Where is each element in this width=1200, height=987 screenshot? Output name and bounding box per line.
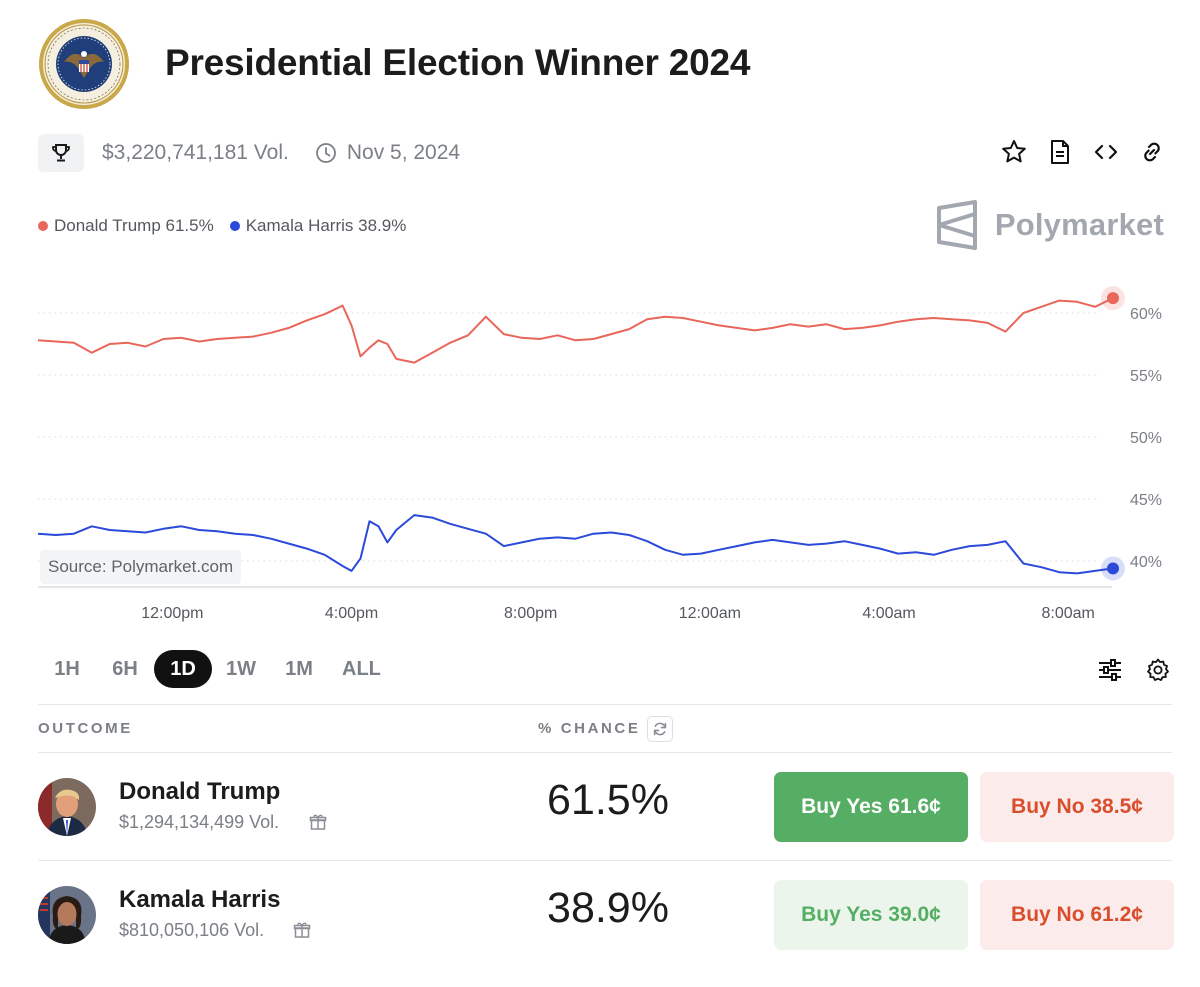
outcome-row-trump[interactable]: Donald Trump $1,294,134,499 Vol. 61.5% B… (38, 754, 1174, 860)
chart-legend: Donald Trump 61.5% Kamala Harris 38.9% (38, 216, 406, 236)
outcome-volume: $1,294,134,499 Vol. (119, 812, 280, 832)
legend-item-trump: Donald Trump 61.5% (38, 216, 214, 236)
price-chart: 60%55%50%45%40% 12:00pm 4:00pm 8:00pm 12:00… (37, 286, 1162, 622)
trophy-badge[interactable] (38, 134, 84, 172)
link-icon[interactable] (1138, 138, 1166, 166)
x-tick-label: 4:00am (862, 605, 915, 622)
chance-column-header: % CHANCE (538, 720, 641, 737)
outcome-chance: 61.5% (547, 776, 669, 824)
x-axis-ticks: 12:00pm 4:00pm 8:00pm 12:00am 4:00am 8:00am (141, 605, 1095, 622)
presidential-seal-icon (39, 19, 129, 109)
series-line (37, 297, 1114, 364)
time-range-tabs: 1H 6H 1D 1W 1M ALL (38, 650, 395, 688)
outcome-chance: 38.9% (547, 884, 669, 932)
outcome-row-harris[interactable]: Kamala Harris $810,050,106 Vol. 38.9% Bu… (38, 862, 1174, 968)
y-tick-label: 60% (1130, 306, 1162, 323)
sliders-icon[interactable] (1096, 656, 1124, 684)
document-icon[interactable] (1046, 138, 1074, 166)
end-date: Nov 5, 2024 (346, 141, 461, 164)
x-tick-label: 4:00pm (325, 605, 378, 622)
series-end-halo (1101, 286, 1125, 311)
divider (38, 752, 1172, 753)
tab-6h[interactable]: 6H (112, 657, 138, 680)
buy-yes-button[interactable]: Buy Yes 39.0¢ (774, 880, 968, 950)
divider (38, 704, 1172, 705)
x-tick-label: 12:00pm (141, 605, 203, 622)
clock-icon (315, 142, 337, 164)
star-icon[interactable] (1000, 138, 1028, 166)
gear-icon[interactable] (1144, 656, 1172, 684)
avatar (38, 778, 96, 836)
tab-1w[interactable]: 1W (226, 657, 256, 680)
total-volume: $3,220,741,181 Vol. (102, 141, 289, 164)
y-tick-label: 40% (1130, 554, 1162, 571)
buy-no-button[interactable]: Buy No 61.2¢ (980, 880, 1174, 950)
gift-icon[interactable] (290, 918, 314, 942)
tab-1m[interactable]: 1M (285, 657, 313, 680)
code-icon[interactable] (1092, 138, 1120, 166)
legend-item-harris: Kamala Harris 38.9% (229, 216, 407, 236)
chart-source: Source: Polymarket.com (40, 550, 242, 584)
divider (38, 860, 1172, 861)
series-end-halo (1101, 556, 1125, 581)
gift-icon[interactable] (306, 810, 330, 834)
buy-no-button[interactable]: Buy No 38.5¢ (980, 772, 1174, 842)
market-meta: $3,220,741,181 Vol. Nov 5, 2024 (38, 134, 460, 172)
chart-tools (1096, 656, 1172, 684)
x-tick-label: 8:00pm (504, 605, 557, 622)
y-tick-label: 45% (1130, 492, 1162, 509)
y-axis-ticks: 60% 55% 50% 45% 40% (1130, 306, 1162, 571)
tab-1h[interactable]: 1H (54, 657, 80, 680)
y-tick-label: 50% (1130, 430, 1162, 447)
x-tick-label: 12:00am (679, 605, 741, 622)
polymarket-logo-icon (936, 200, 977, 250)
trophy-icon (52, 144, 70, 162)
tab-all[interactable]: ALL (342, 657, 381, 680)
series-end-point (1107, 562, 1119, 575)
legend-dot (229, 221, 240, 231)
outcome-name: Kamala Harris (119, 886, 281, 913)
chart-series (37, 286, 1125, 581)
outcome-column-header: OUTCOME (38, 720, 133, 737)
brand-name: Polymarket (994, 207, 1164, 242)
legend-dot (38, 221, 48, 231)
x-tick-label: 8:00am (1042, 605, 1095, 622)
series-end-point (1107, 292, 1119, 305)
outcome-volume: $810,050,106 Vol. (119, 920, 265, 940)
buy-yes-button[interactable]: Buy Yes 61.6¢ (774, 772, 968, 842)
page-title: Presidential Election Winner 2024 (165, 42, 751, 83)
legend-label: Kamala Harris 38.9% (245, 216, 407, 235)
refresh-icon[interactable] (647, 716, 673, 742)
y-tick-label: 55% (1130, 368, 1162, 385)
market-header (38, 16, 130, 112)
avatar (38, 886, 96, 944)
brand-watermark: Polymarket (935, 200, 1164, 250)
market-actions (1000, 138, 1166, 166)
outcome-name: Donald Trump (119, 778, 281, 805)
chart-grid (38, 312, 1112, 588)
tab-1d[interactable]: 1D (154, 650, 212, 688)
legend-label: Donald Trump 61.5% (54, 216, 214, 235)
